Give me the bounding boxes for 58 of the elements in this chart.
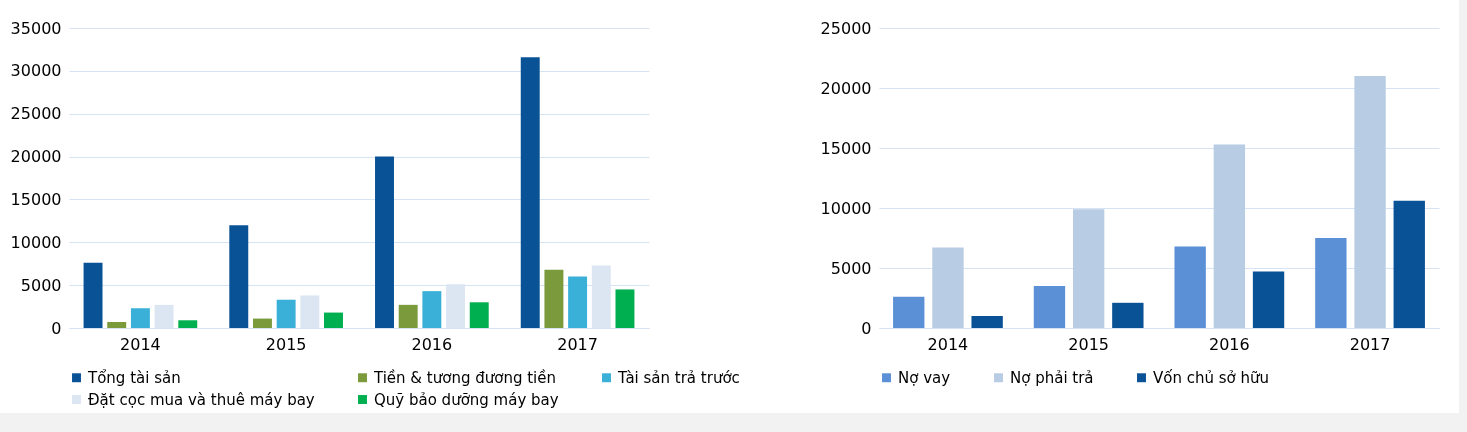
bar — [1252, 271, 1285, 328]
y-tick-label: 10000 — [10, 232, 62, 252]
x-tick-label: 2016 — [1208, 334, 1250, 354]
bar — [276, 299, 296, 328]
legend-label: Đặt cọc mua và thuê máy bay — [88, 390, 315, 409]
y-tick-label: 10000 — [820, 198, 872, 218]
bar — [252, 318, 272, 328]
y-tick-label: 20000 — [820, 78, 872, 98]
y-tick-label: 20000 — [10, 147, 62, 167]
bar — [1393, 200, 1425, 328]
bar — [568, 276, 588, 328]
y-tick-label: 25000 — [820, 18, 872, 38]
legend-label: Tài sản trả trước — [617, 368, 740, 387]
legend-label: Vốn chủ sở hữu — [1153, 368, 1270, 387]
x-tick-label: 2014 — [927, 334, 969, 354]
x-tick-label: 2016 — [411, 334, 453, 354]
y-tick-label: 30000 — [10, 61, 62, 81]
bar — [1112, 302, 1144, 328]
bar — [375, 156, 394, 328]
y-tick-label: 35000 — [10, 18, 62, 38]
bar — [324, 312, 343, 328]
bar — [615, 289, 635, 328]
x-tick-label: 2015 — [265, 334, 307, 354]
bar — [83, 262, 103, 328]
y-tick-label: 15000 — [820, 138, 872, 158]
bar — [130, 308, 150, 328]
x-tick-label: 2014 — [120, 334, 161, 354]
bar — [544, 269, 564, 328]
y-tick-label: 5000 — [830, 258, 872, 278]
bar — [1174, 246, 1206, 328]
y-tick-label: 0 — [861, 318, 872, 338]
bar — [469, 302, 489, 328]
bar — [520, 57, 540, 328]
y-tick-label: 25000 — [10, 104, 62, 124]
bar — [1213, 144, 1246, 328]
bar — [229, 225, 249, 328]
bar — [971, 316, 1003, 328]
bar — [422, 291, 442, 328]
bar — [1315, 238, 1347, 328]
legend-label: Quỹ bảo dưỡng máy bay — [374, 390, 559, 409]
x-tick-label: 2017 — [557, 334, 598, 354]
legend-label: Nợ vay — [898, 368, 951, 387]
bar — [1354, 76, 1386, 328]
bar — [398, 304, 418, 328]
legend-label: Tiền & tương đương tiền — [373, 368, 556, 387]
y-tick-label: 0 — [51, 318, 62, 338]
bar — [1033, 286, 1066, 328]
x-tick-label: 2017 — [1349, 334, 1391, 354]
y-tick-label: 15000 — [10, 189, 62, 209]
legend-label: Nợ phải trả — [1010, 368, 1094, 387]
bar — [107, 322, 127, 328]
x-tick-label: 2015 — [1068, 334, 1110, 354]
bar — [1072, 209, 1105, 328]
y-tick-label: 5000 — [20, 275, 62, 295]
bar — [178, 320, 198, 328]
bar — [932, 247, 964, 328]
legend-label: Tổng tài sản — [87, 368, 181, 387]
bar — [893, 296, 925, 328]
